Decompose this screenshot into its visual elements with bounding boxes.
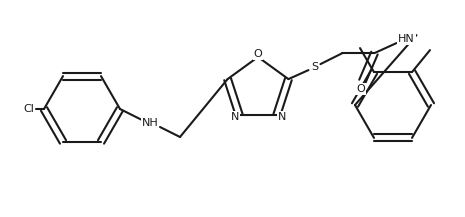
Text: O: O [253,49,262,59]
Text: Cl: Cl [23,104,34,114]
Text: S: S [311,62,318,72]
Text: O: O [356,84,365,94]
Text: N: N [278,112,286,122]
Text: N: N [231,112,239,122]
Text: NH: NH [142,118,159,128]
Text: HN: HN [398,34,415,44]
